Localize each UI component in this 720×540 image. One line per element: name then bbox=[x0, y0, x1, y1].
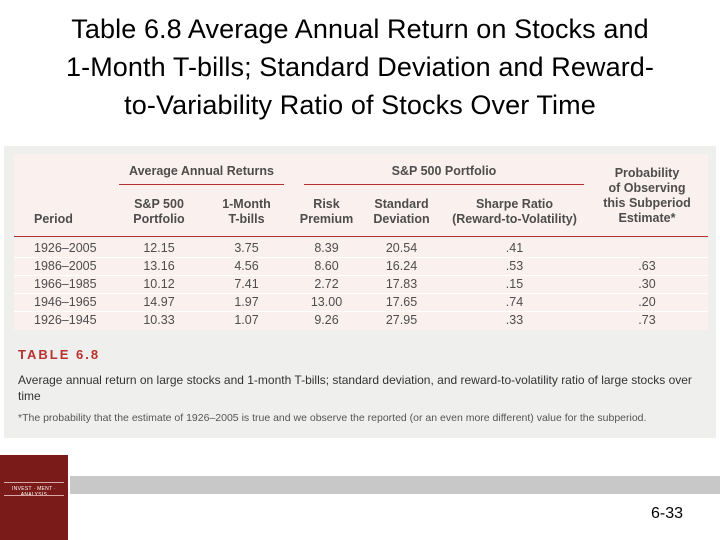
cell-sp500: 10.33 bbox=[143, 313, 175, 327]
row-divider bbox=[14, 293, 708, 294]
group-rule-portfolio bbox=[304, 184, 584, 185]
slide-title: Table 6.8 Average Annual Return on Stock… bbox=[0, 10, 720, 124]
cell-period: 1946–1965 bbox=[34, 295, 97, 309]
col-header-period: Period bbox=[34, 212, 73, 226]
cell-sharpe: .15 bbox=[505, 277, 524, 291]
cell-probability: .30 bbox=[638, 277, 656, 291]
col-header-probability-line3: this Subperiod bbox=[603, 196, 691, 210]
logo-text: INVEST · MENT · ANALYSIS bbox=[11, 486, 57, 498]
table-image-panel: Average Annual Returns S&P 500 Portfolio… bbox=[4, 146, 716, 438]
col-header-tbills-line2: T-bills bbox=[228, 212, 265, 226]
title-line-3: to-Variability Ratio of Stocks Over Time bbox=[124, 90, 596, 120]
col-header-sharpe: Sharpe Ratio (Reward-to-Volatility) bbox=[442, 197, 587, 227]
logo-rule-top bbox=[4, 482, 64, 483]
cell-std-dev: 17.83 bbox=[385, 277, 418, 291]
col-header-std-dev: Standard Deviation bbox=[364, 197, 439, 227]
cell-std-dev: 17.65 bbox=[385, 295, 418, 309]
publisher-logo: INVEST · MENT · ANALYSIS bbox=[0, 455, 68, 540]
col-header-probability: Probability of Observing this Subperiod … bbox=[592, 166, 702, 226]
cell-sp500: 14.97 bbox=[143, 295, 175, 309]
col-header-sp500-line2: Portfolio bbox=[133, 212, 185, 226]
page-number: 6-33 bbox=[650, 505, 684, 522]
col-header-probability-line2: of Observing bbox=[608, 181, 686, 195]
table-caption-label: TABLE 6.8 bbox=[18, 347, 101, 362]
footer-bar bbox=[70, 476, 720, 494]
col-header-risk-premium-line2: Premium bbox=[299, 212, 354, 226]
header-bottom-rule bbox=[14, 236, 708, 237]
col-header-risk-premium: Risk Premium bbox=[289, 197, 364, 227]
col-header-risk-premium-line1: Risk bbox=[313, 197, 340, 211]
col-header-std-dev-line2: Deviation bbox=[373, 212, 430, 226]
group-header-average-annual-returns: Average Annual Returns bbox=[129, 164, 274, 178]
cell-sharpe: .33 bbox=[505, 313, 524, 327]
cell-sharpe: .53 bbox=[505, 259, 524, 273]
row-divider bbox=[14, 311, 708, 312]
group-header-sp500-portfolio: S&P 500 Portfolio bbox=[391, 164, 497, 178]
cell-period: 1966–1985 bbox=[34, 277, 97, 291]
table-footnote: *The probability that the estimate of 19… bbox=[18, 412, 647, 424]
cell-probability: .20 bbox=[638, 295, 656, 309]
table-header: Average Annual Returns S&P 500 Portfolio… bbox=[14, 154, 708, 237]
cell-probability: .63 bbox=[638, 259, 656, 273]
cell-risk-premium: 13.00 bbox=[310, 295, 343, 309]
cell-std-dev: 27.95 bbox=[385, 313, 418, 327]
col-header-std-dev-line1: Standard bbox=[374, 197, 429, 211]
cell-risk-premium: 8.60 bbox=[314, 259, 339, 273]
table-row: 1946–1965 14.97 1.97 13.00 17.65 .74 .20 bbox=[14, 294, 708, 311]
col-header-tbills: 1-Month T-bills bbox=[209, 197, 284, 227]
cell-period: 1926–1945 bbox=[34, 313, 97, 327]
cell-tbills: 4.56 bbox=[234, 259, 259, 273]
cell-tbills: 1.97 bbox=[234, 295, 259, 309]
cell-risk-premium: 8.39 bbox=[314, 241, 339, 255]
cell-risk-premium: 9.26 bbox=[314, 313, 339, 327]
table-row: 1986–2005 13.16 4.56 8.60 16.24 .53 .63 bbox=[14, 258, 708, 275]
cell-tbills: 1.07 bbox=[234, 313, 259, 327]
title-line-1: Table 6.8 Average Annual Return on Stock… bbox=[71, 14, 649, 44]
cell-sp500: 13.16 bbox=[143, 259, 175, 273]
col-header-probability-line4: Estimate* bbox=[618, 211, 676, 225]
table-body: 1926–2005 12.15 3.75 8.39 20.54 .41 1986… bbox=[14, 239, 708, 330]
cell-tbills: 7.41 bbox=[234, 277, 259, 291]
col-header-tbills-line1: 1-Month bbox=[222, 197, 271, 211]
table-row: 1966–1985 10.12 7.41 2.72 17.83 .15 .30 bbox=[14, 276, 708, 293]
cell-std-dev: 20.54 bbox=[385, 241, 418, 255]
logo-rule-bottom bbox=[4, 495, 64, 496]
row-divider bbox=[14, 257, 708, 258]
cell-tbills: 3.75 bbox=[234, 241, 259, 255]
cell-sp500: 12.15 bbox=[143, 241, 175, 255]
cell-period: 1926–2005 bbox=[34, 241, 97, 255]
table-row: 1926–1945 10.33 1.07 9.26 27.95 .33 .73 bbox=[14, 312, 708, 329]
col-header-sp500: S&P 500 Portfolio bbox=[114, 197, 204, 227]
cell-risk-premium: 2.72 bbox=[314, 277, 339, 291]
table-caption-text: Average annual return on large stocks an… bbox=[18, 373, 692, 403]
row-divider bbox=[14, 275, 708, 276]
table-row: 1926–2005 12.15 3.75 8.39 20.54 .41 bbox=[14, 240, 708, 257]
cell-sharpe: .41 bbox=[505, 241, 524, 255]
cell-sharpe: .74 bbox=[505, 295, 524, 309]
title-line-2: 1-Month T-bills; Standard Deviation and … bbox=[66, 52, 654, 82]
cell-std-dev: 16.24 bbox=[385, 259, 418, 273]
col-header-sp500-line1: S&P 500 bbox=[134, 197, 184, 211]
cell-period: 1986–2005 bbox=[34, 259, 97, 273]
group-rule-returns bbox=[119, 184, 284, 185]
cell-probability: .73 bbox=[638, 313, 656, 327]
col-header-probability-line1: Probability bbox=[614, 166, 680, 180]
col-header-sharpe-line2: (Reward-to-Volatility) bbox=[452, 212, 577, 226]
col-header-sharpe-line1: Sharpe Ratio bbox=[475, 197, 554, 211]
cell-sp500: 10.12 bbox=[143, 277, 175, 291]
